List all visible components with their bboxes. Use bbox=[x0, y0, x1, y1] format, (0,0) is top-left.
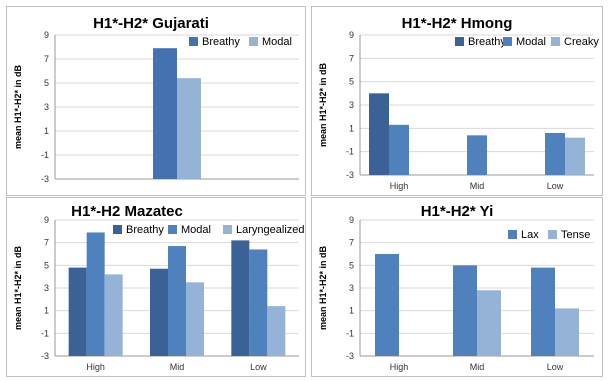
chart-panel-gujarati: H1*-H2* Gujarati 9 7 5 3 1 -1 -3 mean H1*-H2* in… bbox=[6, 6, 306, 196]
bar-laryngealized-high bbox=[104, 274, 123, 356]
bar-creaky-low bbox=[565, 137, 585, 175]
legend-label-breathy: Breathy bbox=[202, 36, 240, 48]
y-tick-label: 1 bbox=[349, 123, 354, 133]
legend-label-modal: Modal bbox=[181, 224, 211, 236]
y-axis-label: mean H1*-H2* in dB bbox=[13, 245, 23, 330]
x-tick-label: Low bbox=[547, 362, 564, 372]
legend-swatch-tense bbox=[548, 230, 557, 239]
bar-tense-low bbox=[555, 308, 579, 356]
y-axis-label: mean H1*-H2* in dB bbox=[13, 64, 23, 149]
y-tick-label: -1 bbox=[346, 147, 354, 157]
legend-label-laryngealized: Laryngealized bbox=[236, 224, 305, 236]
y-tick-label: -1 bbox=[346, 328, 354, 338]
bar-laryngealized-mid bbox=[186, 282, 204, 356]
y-tick-label: -3 bbox=[346, 170, 354, 180]
x-tick-label: Mid bbox=[170, 362, 185, 372]
y-tick-label: 3 bbox=[349, 283, 354, 293]
y-tick-label: 3 bbox=[44, 102, 49, 112]
y-tick-label: -1 bbox=[41, 150, 49, 160]
y-tick-label: 5 bbox=[44, 78, 49, 88]
bar-breathy-low bbox=[231, 240, 250, 356]
legend-label-lax: Lax bbox=[521, 229, 539, 241]
legend-label-tense: Tense bbox=[561, 229, 590, 241]
chart-title: H1*-H2* Gujarati bbox=[93, 15, 209, 32]
legend-swatch-laryngealized bbox=[223, 225, 232, 234]
y-tick-label: 1 bbox=[349, 306, 354, 316]
chart-hmong: H1*-H2* Hmong 9 7 5 3 1 -1 -3 mean H1*-H2* in dB… bbox=[318, 15, 599, 191]
bar-breathy-mid bbox=[150, 268, 168, 356]
y-tick-label: 3 bbox=[44, 283, 49, 293]
chart-gujarati: H1*-H2* Gujarati 9 7 5 3 1 -1 -3 mean H1*-H2* in… bbox=[13, 15, 299, 184]
y-axis-label: mean H1*-H2* in dB bbox=[318, 245, 328, 330]
y-tick-label: 7 bbox=[349, 53, 354, 63]
y-tick-label: -3 bbox=[346, 351, 354, 361]
chart-title: H1*-H2* Yi bbox=[421, 203, 494, 220]
legend-swatch-lax bbox=[508, 230, 517, 239]
y-tick-label: 3 bbox=[349, 100, 354, 110]
bar-tense-mid bbox=[477, 290, 501, 356]
bar-modal-high bbox=[389, 124, 409, 175]
x-tick-label: Low bbox=[547, 181, 564, 191]
y-tick-label: 9 bbox=[349, 215, 354, 225]
bar-lax-low bbox=[531, 267, 555, 356]
x-tick-label: Mid bbox=[470, 362, 485, 372]
bar-lax-mid bbox=[453, 265, 477, 356]
bar-modal-mid bbox=[467, 135, 487, 175]
x-tick-label: Mid bbox=[470, 181, 485, 191]
bar-breathy bbox=[153, 48, 177, 180]
chart-yi: H1*-H2* Yi 9 7 5 3 1 -1 -3 mean H1*-H2* in dB Hig… bbox=[318, 203, 594, 372]
bar-breathy-high bbox=[369, 93, 389, 175]
chart-panel-mazatec: H1*-H2 Mazatec 9 7 5 3 1 -1 -3 mean H1*-H2* in d… bbox=[6, 197, 306, 377]
legend-label-modal: Modal bbox=[516, 36, 546, 48]
legend-swatch-creaky bbox=[551, 37, 560, 46]
legend-swatch-modal bbox=[168, 225, 177, 234]
bar-modal bbox=[177, 78, 201, 179]
bar-modal-low bbox=[545, 133, 565, 175]
legend-swatch-breathy bbox=[455, 37, 464, 46]
bar-lax-high bbox=[375, 254, 399, 356]
y-tick-label: 7 bbox=[349, 238, 354, 248]
legend-swatch-breathy bbox=[189, 37, 198, 46]
x-tick-label: High bbox=[86, 362, 105, 372]
legend-swatch-modal bbox=[503, 37, 512, 46]
y-tick-label: 5 bbox=[349, 260, 354, 270]
y-tick-label: 5 bbox=[44, 260, 49, 270]
legend-label-modal: Modal bbox=[262, 36, 292, 48]
chart-mazatec: H1*-H2 Mazatec 9 7 5 3 1 -1 -3 mean H1*-H2* in d… bbox=[13, 203, 305, 372]
y-tick-label: -1 bbox=[41, 328, 49, 338]
legend-label-creaky: Creaky bbox=[564, 36, 599, 48]
bar-modal-low bbox=[249, 249, 268, 356]
bar-breathy-high bbox=[68, 267, 87, 356]
legend-swatch-breathy bbox=[113, 225, 122, 234]
y-tick-label: 9 bbox=[44, 215, 49, 225]
x-tick-label: High bbox=[390, 181, 409, 191]
legend-label-breathy: Breathy bbox=[126, 224, 164, 236]
y-tick-label: 7 bbox=[44, 54, 49, 64]
y-tick-label: 1 bbox=[44, 306, 49, 316]
x-tick-label: Low bbox=[250, 362, 267, 372]
legend-label-breathy: Breathy bbox=[468, 36, 506, 48]
chart-panel-yi: H1*-H2* Yi 9 7 5 3 1 -1 -3 mean H1*-H2* in dB Hig… bbox=[311, 197, 603, 377]
y-axis-label: mean H1*-H2* in dB bbox=[318, 62, 328, 147]
y-tick-label: -3 bbox=[41, 174, 49, 184]
y-tick-label: 9 bbox=[44, 30, 49, 40]
y-tick-label: 9 bbox=[349, 30, 354, 40]
x-tick-label: High bbox=[390, 362, 409, 372]
bar-laryngealized-low bbox=[267, 306, 286, 356]
bar-modal-high bbox=[86, 232, 105, 356]
chart-title: H1*-H2* Hmong bbox=[402, 15, 513, 32]
y-tick-label: 7 bbox=[44, 238, 49, 248]
chart-title: H1*-H2 Mazatec bbox=[71, 203, 183, 220]
bar-modal-mid bbox=[168, 246, 186, 356]
chart-panel-hmong: H1*-H2* Hmong 9 7 5 3 1 -1 -3 mean H1*-H2* in dB… bbox=[311, 6, 603, 196]
y-tick-label: -3 bbox=[41, 351, 49, 361]
y-tick-label: 5 bbox=[349, 77, 354, 87]
y-tick-label: 1 bbox=[44, 126, 49, 136]
legend-swatch-modal bbox=[249, 37, 258, 46]
